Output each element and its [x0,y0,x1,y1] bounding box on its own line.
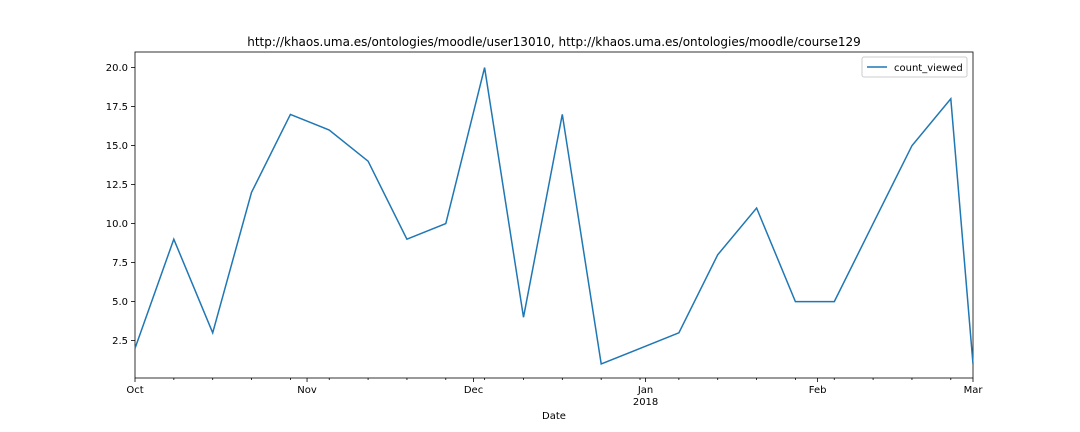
legend: count_viewed [861,56,968,78]
legend-label-count-viewed: count_viewed [894,63,963,74]
y-tick-label: 15.0 [106,141,128,152]
x-tick-label: Mar [964,385,984,396]
y-tick-label: 2.5 [112,336,128,347]
y-tick-label: 17.5 [106,102,128,113]
plot-frame [134,51,974,379]
x-tick-label: Jan [637,385,653,396]
x-axis-label: Date [542,411,566,422]
y-tick-label: 7.5 [112,258,128,269]
chart-title: http://khaos.uma.es/ontologies/moodle/us… [247,35,861,49]
plot-area [134,51,974,379]
x-tick-label: Feb [809,385,827,396]
x-tick-label: Nov [297,385,317,396]
y-tick-label: 10.0 [106,219,128,230]
x-tick-label: Oct [126,385,143,396]
x-tick-label: Dec [464,385,483,396]
y-tick-label: 5.0 [112,297,128,308]
series-line-count-viewed [134,67,974,366]
x-tick-sublabel: 2018 [633,397,658,408]
y-tick-label: 12.5 [106,180,128,191]
y-tick-label: 20.0 [106,63,128,74]
y-axis-ticks: 2.5 5.0 7.5 10.0 12.5 15.0 17.5 20.0 [106,63,135,347]
legend-box [861,56,968,78]
